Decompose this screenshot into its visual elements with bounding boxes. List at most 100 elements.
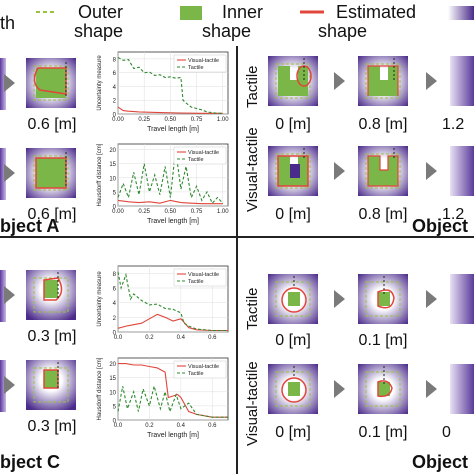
arrow-right-icon bbox=[334, 72, 345, 90]
shape-thumbnail bbox=[268, 146, 318, 196]
arrow-right-icon bbox=[334, 162, 345, 180]
uncertainty-plot-c: 0 2 4 6 8 0.0 0.2 0.4 0.6 Uncertainty measure Visu… bbox=[97, 265, 229, 341]
estimated-shape-swatch bbox=[300, 10, 324, 14]
arrow-right-icon bbox=[4, 286, 15, 304]
partial-thumbnail bbox=[0, 148, 6, 200]
travel-caption: 0.8 [m] bbox=[358, 206, 408, 223]
shape-thumbnail bbox=[26, 360, 76, 410]
y-axis-label: Hausdorff distance [cm] bbox=[97, 357, 103, 420]
legend-estimated-line1: Estimated bbox=[336, 2, 417, 22]
plot-legend-label: Visual-tactile bbox=[188, 272, 219, 278]
partial-thumbnail bbox=[450, 364, 474, 414]
travel-caption: 1.2 bbox=[442, 206, 465, 223]
y-tick-label: 5 bbox=[113, 190, 117, 196]
row-label-tactile: Tactile bbox=[244, 65, 261, 108]
arrow-right-icon bbox=[426, 72, 437, 90]
travel-caption: 0.1 [m] bbox=[358, 332, 408, 349]
y-tick-label: 10 bbox=[109, 176, 116, 182]
x-tick-label: 0.4 bbox=[177, 335, 186, 341]
y-tick-label: 6 bbox=[113, 287, 117, 293]
arrow-right-icon bbox=[4, 74, 15, 92]
shape-thumbnail bbox=[268, 364, 318, 414]
x-tick-label: 0.2 bbox=[145, 423, 154, 429]
arrow-right-icon bbox=[426, 162, 437, 180]
travel-caption: 0.6 [m] bbox=[27, 206, 77, 223]
row-label-tactile: Tactile bbox=[244, 287, 261, 330]
y-tick-label: 20 bbox=[109, 148, 116, 154]
shape-thumbnail bbox=[268, 274, 318, 324]
plot-legend-box bbox=[173, 54, 227, 73]
arrow-right-icon bbox=[4, 376, 15, 394]
x-tick-label: 0.50 bbox=[165, 209, 177, 215]
plot-legend-box bbox=[173, 360, 227, 379]
travel-caption: 1.2 bbox=[442, 116, 465, 133]
plot-legend-label: Visual-tactile bbox=[188, 364, 219, 370]
partial-thumbnail bbox=[0, 360, 6, 412]
row-label-visual-tactile: Visual-tactile bbox=[244, 361, 261, 446]
series-tactile-line bbox=[117, 384, 228, 418]
y-tick-label: 15 bbox=[109, 162, 116, 168]
shape-thumbnail bbox=[268, 56, 318, 106]
travel-caption: 0.3 [m] bbox=[27, 328, 77, 345]
series-visual-tactile-line bbox=[117, 199, 223, 205]
arrow-right-icon bbox=[334, 290, 345, 308]
travel-caption: 0 bbox=[442, 424, 451, 441]
travel-caption: 0 [m] bbox=[275, 206, 311, 223]
x-tick-label: 1.00 bbox=[217, 209, 229, 215]
x-tick-label: 0.0 bbox=[114, 335, 123, 341]
y-tick-label: 2 bbox=[113, 316, 117, 322]
y-tick-label: 4 bbox=[113, 85, 117, 91]
partial-thumbnail bbox=[450, 146, 474, 196]
legend-outer-line2: shape bbox=[74, 21, 124, 41]
series-tactile-line bbox=[117, 271, 228, 332]
travel-caption: 0 [m] bbox=[275, 332, 311, 349]
x-tick-label: 0.4 bbox=[177, 423, 186, 429]
travel-caption: 0.1 [m] bbox=[358, 424, 408, 441]
shape-thumbnail bbox=[26, 58, 76, 108]
gradient-swatch bbox=[448, 6, 474, 20]
travel-caption: 0.6 [m] bbox=[27, 116, 77, 133]
arrow-right-icon bbox=[4, 164, 15, 182]
shape-thumbnail bbox=[358, 274, 408, 324]
hausdorff-plot-c: 0 5 10 15 20 0.0 0.2 0.4 0.6 Travel length [m] Hau… bbox=[97, 357, 229, 439]
x-tick-label: 0.0 bbox=[114, 423, 123, 429]
inner-shape-swatch bbox=[180, 6, 202, 20]
plot-legend-box bbox=[173, 146, 227, 165]
object-title: bject C bbox=[0, 452, 61, 472]
shape-thumbnail bbox=[358, 364, 408, 414]
plot-legend-label: Tactile bbox=[188, 157, 204, 163]
plot-legend-label: Tactile bbox=[188, 65, 204, 71]
legend-inner-line2: shape bbox=[202, 21, 252, 41]
partial-thumbnail bbox=[450, 56, 474, 106]
series-tactile-line bbox=[117, 149, 224, 205]
arrow-right-icon bbox=[426, 290, 437, 308]
plot-legend-label: Tactile bbox=[188, 279, 204, 285]
legend-partial-text: th bbox=[0, 13, 16, 33]
y-axis-label: Uncertainty measure bbox=[97, 271, 103, 327]
vertical-divider bbox=[236, 46, 238, 474]
series-visual-tactile-line bbox=[117, 106, 223, 114]
travel-caption: 0.3 [m] bbox=[27, 418, 77, 435]
partial-thumbnail bbox=[450, 274, 474, 324]
x-tick-label: 0.6 bbox=[208, 335, 217, 341]
series-visual-tactile-line bbox=[117, 313, 228, 332]
shape-thumbnail bbox=[26, 148, 76, 198]
plot-legend-label: Visual-tactile bbox=[188, 150, 219, 156]
object-title: bject A bbox=[0, 216, 60, 236]
partial-thumbnail bbox=[0, 58, 6, 110]
y-tick-label: 0 bbox=[113, 419, 117, 425]
x-tick-label: 0.75 bbox=[191, 209, 203, 215]
y-tick-label: 5 bbox=[113, 404, 117, 410]
x-tick-label: 0.25 bbox=[138, 209, 150, 215]
travel-caption: 0.8 [m] bbox=[358, 116, 408, 133]
plot-legend-label: Tactile bbox=[188, 371, 204, 377]
y-tick-label: 0 bbox=[113, 205, 117, 211]
legend-inner-line1: Inner bbox=[222, 2, 264, 22]
x-tick-label: 0.00 bbox=[112, 209, 124, 215]
x-tick-label: 0.50 bbox=[165, 117, 177, 123]
x-axis-label: Travel length [m] bbox=[147, 126, 199, 133]
travel-caption: 0 [m] bbox=[275, 424, 311, 441]
x-tick-label: 0.75 bbox=[191, 117, 203, 123]
y-tick-label: 0 bbox=[113, 331, 117, 337]
x-tick-label: 0.2 bbox=[145, 335, 154, 341]
